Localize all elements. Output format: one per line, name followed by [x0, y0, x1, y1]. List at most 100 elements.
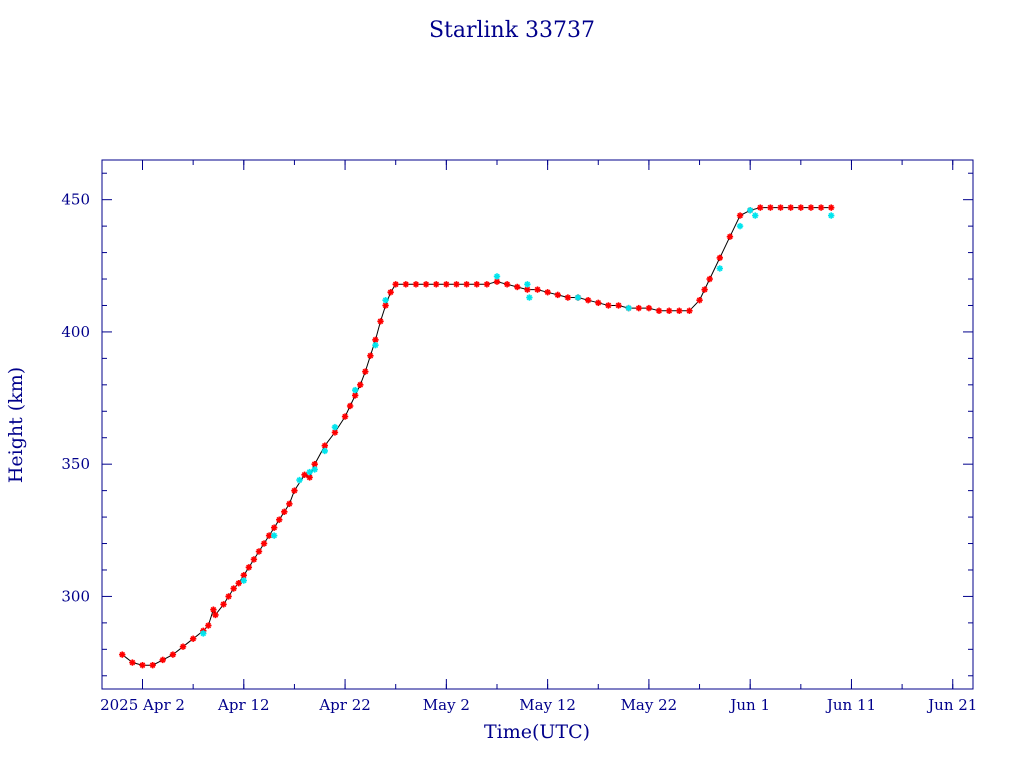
- chart-title: Starlink 33737: [429, 18, 595, 43]
- data-point-red: [377, 318, 384, 325]
- data-point-red: [655, 307, 663, 314]
- data-point-red: [443, 281, 450, 288]
- data-point-red: [387, 289, 394, 296]
- data-point-red: [665, 307, 673, 314]
- x-axis-label: Time(UTC): [484, 721, 590, 743]
- data-point-cyan: [746, 207, 754, 214]
- data-point-red: [149, 661, 156, 669]
- data-point-red: [341, 413, 349, 420]
- x-tick-label: Jun 11: [825, 696, 876, 714]
- x-tick-label: 2025 Apr 2: [100, 696, 185, 714]
- data-point-red: [584, 296, 592, 304]
- data-point-red: [179, 643, 187, 650]
- data-point-cyan: [372, 341, 379, 349]
- x-tick-label: Apr 22: [318, 696, 370, 714]
- data-point-red: [362, 368, 369, 375]
- data-point-red: [564, 294, 572, 301]
- data-point-cyan: [526, 294, 533, 301]
- data-point-red: [139, 661, 146, 669]
- x-tick-label: Jun 21: [926, 696, 977, 714]
- plot-area: [101, 159, 974, 690]
- data-point-cyan: [200, 630, 207, 637]
- data-point-cyan: [752, 212, 759, 219]
- data-point-red: [260, 540, 268, 547]
- data-point-red: [210, 606, 217, 613]
- data-point-cyan: [574, 294, 582, 301]
- data-point-cyan: [270, 532, 278, 539]
- data-point-cyan: [524, 281, 531, 288]
- data-point-cyan: [736, 222, 744, 230]
- data-point-red: [767, 204, 774, 211]
- x-tick-label: Apr 12: [217, 696, 269, 714]
- data-point-cyan: [351, 386, 359, 394]
- data-point-cyan: [306, 468, 313, 476]
- y-axis: 300 350 400 450: [61, 172, 973, 677]
- x-tick-label: May 12: [519, 696, 576, 714]
- data-point-red: [220, 601, 227, 608]
- data-point-red: [357, 381, 364, 389]
- data-point-red: [828, 204, 835, 211]
- data-point-red: [635, 304, 642, 312]
- data-point-red: [235, 580, 242, 587]
- data-point-red: [225, 593, 232, 600]
- data-point-red: [701, 286, 708, 293]
- data-point-red: [453, 281, 460, 288]
- y-tick-label: 350: [61, 455, 90, 473]
- data-point-red: [777, 204, 784, 211]
- data-point-red: [189, 635, 197, 642]
- data-point-cyan: [321, 447, 329, 455]
- data-point-cyan: [296, 476, 303, 484]
- data-point-cyan: [828, 212, 835, 219]
- data-point-red: [412, 281, 420, 288]
- data-point-red: [514, 283, 521, 291]
- data-point-red: [422, 281, 430, 288]
- data-point-red: [544, 289, 551, 296]
- data-point-red: [696, 296, 703, 304]
- data-points: [119, 204, 835, 669]
- data-point-red: [291, 487, 298, 494]
- data-point-red: [757, 204, 764, 211]
- data-point-red: [129, 659, 136, 666]
- data-point-red: [716, 254, 724, 262]
- x-axis: 2025 Apr 2 Apr 12 Apr 22 May 2 May 12 May 22 J…: [100, 160, 977, 714]
- data-point-red: [255, 548, 263, 555]
- data-point-red: [503, 281, 511, 288]
- data-point-red: [346, 402, 354, 410]
- data-point-red: [250, 556, 258, 563]
- data-point-red: [367, 352, 374, 359]
- data-point-red: [270, 524, 278, 531]
- x-tick-label: May 2: [423, 696, 470, 714]
- data-point-red: [645, 304, 653, 312]
- y-tick-label: 400: [61, 323, 90, 341]
- y-tick-label: 300: [61, 587, 90, 605]
- x-tick-label: Jun 1: [728, 696, 770, 714]
- data-point-red: [493, 278, 501, 285]
- data-point-red: [433, 281, 440, 288]
- data-point-red: [301, 471, 308, 478]
- data-point-red: [463, 281, 470, 288]
- data-point-cyan: [240, 577, 247, 584]
- data-point-red: [726, 233, 734, 240]
- data-point-red: [787, 204, 794, 211]
- data-point-red: [169, 651, 177, 658]
- data-point-cyan: [331, 423, 339, 431]
- data-point-red: [212, 611, 219, 619]
- data-point-red: [807, 204, 815, 211]
- data-point-red: [230, 585, 237, 592]
- data-point-red: [686, 307, 693, 314]
- data-point-red: [595, 299, 602, 307]
- data-point-cyan: [382, 296, 389, 304]
- data-point-red: [605, 302, 612, 309]
- data-point-red: [159, 656, 166, 664]
- data-point-red: [817, 204, 825, 211]
- data-point-red: [392, 281, 399, 288]
- y-tick-label: 450: [61, 191, 90, 209]
- data-point-cyan: [625, 304, 632, 312]
- data-point-red: [240, 572, 247, 579]
- data-point-red: [286, 500, 293, 508]
- data-point-red: [245, 564, 253, 571]
- data-point-red: [281, 508, 288, 515]
- data-point-red: [402, 281, 410, 288]
- data-point-red: [276, 516, 283, 523]
